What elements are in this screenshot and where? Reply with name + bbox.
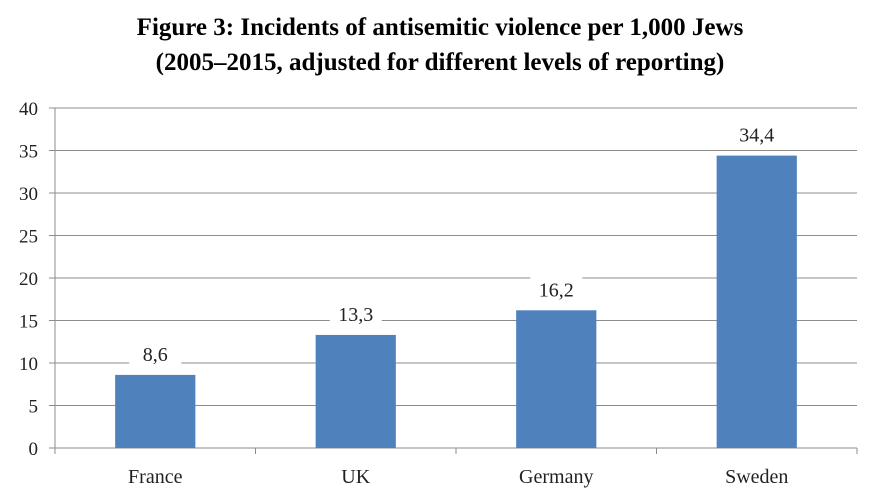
data-label: 16,2: [539, 279, 574, 301]
data-label: 8,6: [143, 344, 168, 366]
bar: [315, 334, 396, 448]
bar: [716, 155, 797, 448]
x-category-label: France: [128, 466, 183, 488]
chart-title-line-2: (2005–2015, adjusted for different level…: [155, 49, 725, 76]
bar: [115, 374, 196, 448]
data-label: 34,4: [739, 125, 774, 147]
y-tick-label: 30: [19, 184, 38, 205]
y-tick-label: 10: [19, 354, 38, 375]
x-category-label: Germany: [519, 466, 593, 488]
data-label-background: [129, 341, 182, 367]
y-tick-label: 0: [29, 439, 39, 460]
chart-title: Figure 3: Incidents of antisemitic viole…: [0, 10, 880, 80]
bar: [516, 310, 597, 448]
y-tick-label: 20: [19, 269, 38, 290]
data-label-background: [329, 301, 382, 327]
chart-title-line-1: Figure 3: Incidents of antisemitic viole…: [136, 14, 744, 41]
data-label: 13,3: [338, 304, 373, 326]
y-tick-label: 5: [29, 397, 39, 418]
y-tick-label: 35: [19, 142, 38, 163]
data-label-background: [730, 122, 783, 148]
data-label-background: [530, 277, 583, 303]
y-tick-label: 15: [19, 312, 38, 333]
y-tick-label: 25: [19, 227, 38, 248]
x-category-label: Sweden: [725, 466, 788, 488]
x-category-label: UK: [341, 466, 370, 488]
y-tick-label: 40: [19, 99, 38, 120]
